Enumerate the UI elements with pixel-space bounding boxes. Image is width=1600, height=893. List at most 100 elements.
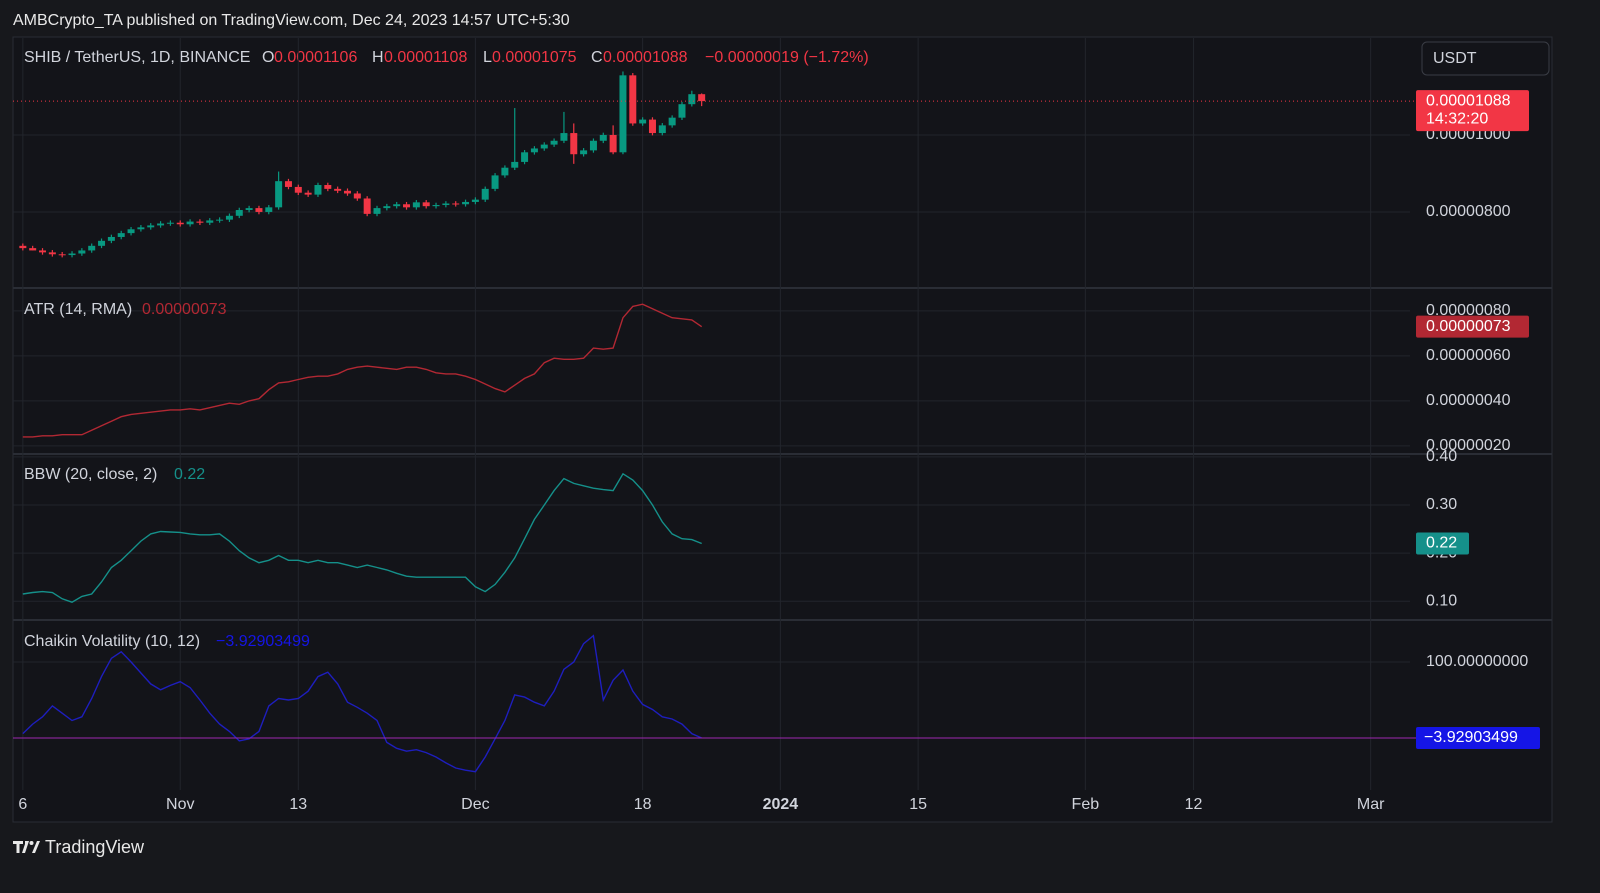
x-tick-label: 15 xyxy=(909,796,927,813)
candle-body xyxy=(442,203,450,206)
candle-body xyxy=(117,233,125,237)
candle-body xyxy=(403,204,411,208)
candle-body xyxy=(668,117,676,126)
y-tick-label: 0.00000080 xyxy=(1426,302,1511,319)
candle-body xyxy=(166,222,174,224)
candle-body xyxy=(462,201,470,205)
x-tick-label: 6 xyxy=(18,796,27,813)
candle-body xyxy=(294,186,302,193)
last-price-box xyxy=(1416,90,1529,132)
ohlc-letter: L xyxy=(483,49,492,66)
candle-body xyxy=(560,133,568,141)
logo-dot xyxy=(29,841,34,845)
candle-body xyxy=(511,161,519,168)
candle-body xyxy=(265,207,273,212)
candle-body xyxy=(284,181,292,187)
candle-body xyxy=(580,150,588,155)
candle-body xyxy=(324,185,332,189)
candle-body xyxy=(255,208,263,212)
candle-body xyxy=(186,221,194,225)
candle-body xyxy=(216,219,224,221)
candle-body xyxy=(629,75,637,124)
candle-body xyxy=(639,119,647,124)
x-tick-label: 2024 xyxy=(763,796,799,813)
candle-body xyxy=(521,152,529,162)
candle-body xyxy=(501,167,509,176)
candle-body xyxy=(363,198,371,214)
x-tick-label: 12 xyxy=(1185,796,1203,813)
y-tick-label: 0.00000060 xyxy=(1426,347,1511,364)
candle-body xyxy=(589,140,597,151)
candle-body xyxy=(48,252,56,255)
indicator-line xyxy=(22,303,703,438)
y-tick-label: 0.00000040 xyxy=(1426,392,1511,409)
candle-body xyxy=(481,188,489,200)
candle-body xyxy=(304,192,312,195)
candle-body xyxy=(78,250,86,254)
candle-body xyxy=(107,236,115,241)
indicator-line xyxy=(22,634,702,773)
candle-body xyxy=(196,221,204,223)
candle-body xyxy=(491,175,499,189)
y-tick-label: 0.30 xyxy=(1426,496,1457,513)
candle-body xyxy=(383,206,391,209)
candle-body xyxy=(432,205,440,207)
candle-body xyxy=(373,208,381,214)
ohlc-value: 0.00001075 xyxy=(492,49,577,66)
indicator-line xyxy=(22,472,702,603)
indicator-value: 0.22 xyxy=(174,466,205,483)
last-value-label: 0.22 xyxy=(1426,535,1457,552)
candle-body xyxy=(530,148,538,153)
ohlc-value: 0.00001088 xyxy=(603,49,688,66)
candle-body xyxy=(68,253,76,256)
candle-body xyxy=(157,223,165,226)
candle-body xyxy=(452,203,460,205)
ohlc-value: 0.00001108 xyxy=(384,49,467,66)
ohlc-letter: H xyxy=(372,49,384,66)
candle-body xyxy=(29,248,37,251)
last-value-box xyxy=(1416,726,1540,749)
logo-icon xyxy=(32,841,40,853)
last-value-label: 0.00000073 xyxy=(1426,318,1511,335)
candle-body xyxy=(235,210,243,216)
y-tick-label: 0.00000020 xyxy=(1426,437,1511,454)
x-tick-label: Nov xyxy=(166,796,194,813)
indicator-value: 0.00000073 xyxy=(142,301,227,318)
candle-body xyxy=(599,134,607,141)
candle-body xyxy=(176,222,184,225)
x-tick-label: Dec xyxy=(461,796,489,813)
candle-body xyxy=(688,94,696,105)
candle-body xyxy=(343,190,351,194)
candle-body xyxy=(137,227,145,230)
last-value-box xyxy=(1416,532,1469,555)
candle-body xyxy=(609,134,617,153)
candle-body xyxy=(471,199,479,202)
ohlc-letter: O xyxy=(262,49,274,66)
currency-label[interactable]: USDT xyxy=(1433,50,1477,67)
candle-body xyxy=(412,202,420,208)
x-tick-label: 13 xyxy=(289,796,307,813)
y-tick-label: 0.10 xyxy=(1426,592,1457,609)
candle-body xyxy=(58,254,66,256)
logo-text: TradingView xyxy=(45,837,145,857)
candle-body xyxy=(648,119,656,134)
price-change: −0.00000019 (−1.72%) xyxy=(705,49,869,66)
candle-body xyxy=(353,193,361,199)
candle-body xyxy=(88,245,96,251)
symbol-title: SHIB / TetherUS, 1D, BINANCE xyxy=(24,49,250,66)
currency-button[interactable] xyxy=(1421,41,1550,76)
candle-body xyxy=(127,229,135,234)
candle-body xyxy=(540,144,548,149)
candle-body xyxy=(39,250,47,253)
indicator-name: ATR (14, RMA) xyxy=(24,301,132,318)
last-value-label: −3.92903499 xyxy=(1424,729,1518,746)
indicator-name: BBW (20, close, 2) xyxy=(24,466,157,483)
countdown-label: 14:32:20 xyxy=(1426,110,1488,127)
candle-body xyxy=(206,220,214,223)
x-tick-label: 18 xyxy=(634,796,652,813)
candle-body xyxy=(550,140,558,145)
x-tick-label: Feb xyxy=(1072,796,1100,813)
ohlc-letter: C xyxy=(591,49,603,66)
